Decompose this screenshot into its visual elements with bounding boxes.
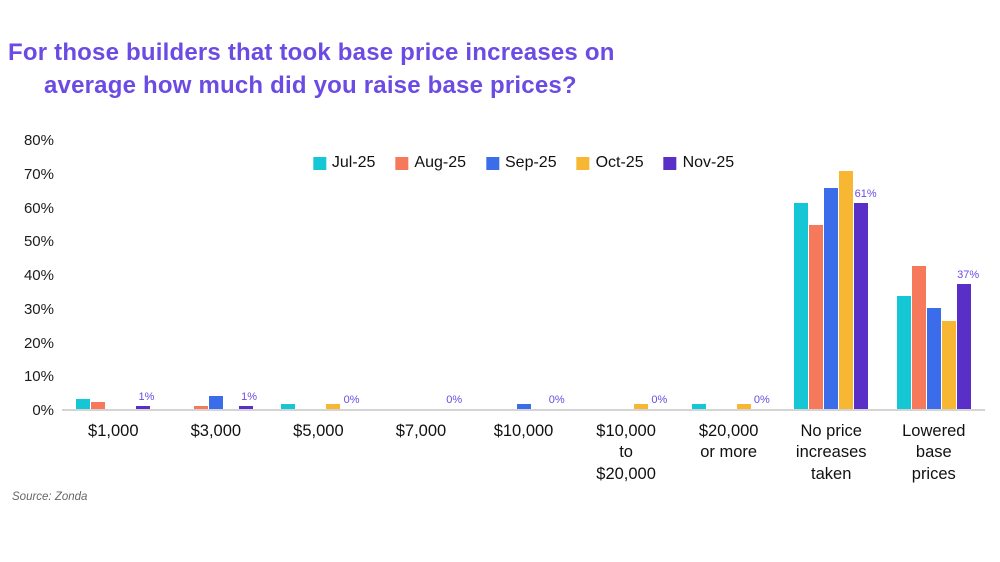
- y-tick-label: 50%: [23, 233, 54, 251]
- x-axis-label: $20,000 or more: [698, 422, 759, 462]
- legend-item-jul-25: Jul-25: [312, 154, 376, 172]
- bar-jul-25: [76, 398, 91, 409]
- chart-title-line2: average how much did you raise base pric…: [44, 72, 577, 100]
- bar-jul-25: [896, 295, 911, 409]
- y-tick-label: 10%: [23, 368, 54, 386]
- x-axis-label: No price increases taken: [795, 422, 867, 483]
- legend-item-aug-25: Aug-25: [395, 154, 466, 172]
- bar-oct-25: [736, 403, 751, 409]
- y-tick-label: 20%: [23, 334, 54, 352]
- legend-item-sep-25: Sep-25: [485, 154, 557, 172]
- bar-oct-25: [839, 171, 854, 409]
- bar-group: 61% No price increases taken: [780, 141, 883, 483]
- legend-swatch-icon: [663, 156, 677, 170]
- legend-label: Jul-25: [331, 154, 376, 171]
- bar-group: 37% Lowered base prices: [883, 141, 986, 483]
- x-axis-label: Lowered base prices: [902, 422, 966, 483]
- bar-group: 1% $3,000: [165, 141, 268, 440]
- y-tick-label: 60%: [23, 199, 54, 217]
- legend-label: Sep-25: [504, 154, 557, 171]
- bar-aug-25: [193, 405, 208, 409]
- chart-title-line1: For those builders that took base price …: [8, 39, 615, 66]
- bar-aug-25: [91, 402, 106, 409]
- legend-item-nov-25: Nov-25: [663, 154, 735, 172]
- bar-group: 0% $10,000 to $20,000: [575, 141, 678, 483]
- y-tick-label: 80%: [23, 132, 54, 149]
- value-label: 0%: [753, 394, 770, 406]
- bar-group: 0% $5,000: [267, 141, 370, 440]
- legend-label: Oct-25: [595, 154, 644, 171]
- bar-jul-25: [281, 403, 296, 409]
- x-axis-label: $10,000: [493, 422, 554, 440]
- chart-title: For those builders that took base price …: [8, 36, 768, 102]
- x-axis-label: $7,000: [395, 422, 447, 440]
- value-label: 37%: [957, 269, 980, 282]
- bar-oct-25: [634, 403, 649, 409]
- bar-nov-25: 1%: [238, 391, 257, 409]
- legend-item-oct-25: Oct-25: [576, 154, 644, 172]
- bar-group: 1% $1,000: [62, 141, 165, 440]
- legend-swatch-icon: [576, 156, 590, 170]
- bar-sep-25: [926, 307, 941, 409]
- bar-nov-25: 1%: [136, 391, 154, 409]
- bar-group: 0% $7,000: [370, 141, 473, 440]
- legend-swatch-icon: [395, 156, 409, 170]
- y-tick-label: 30%: [23, 300, 54, 318]
- x-axis-label: $3,000: [190, 422, 242, 440]
- bar-sep-25: [208, 395, 223, 409]
- bar-jul-25: [794, 203, 809, 409]
- value-label: 0%: [446, 394, 463, 406]
- bar-group: 0% $20,000 or more: [677, 141, 780, 461]
- value-label: 61%: [854, 188, 877, 201]
- bar-aug-25: [809, 225, 824, 409]
- bar-sep-25: [824, 187, 839, 409]
- bar-groups: 1% $1,000 1% $3,000 0% $5,000 0% $7,000 0% $10,00…: [62, 141, 986, 483]
- plot-area: Jul-25 Aug-25 Sep-25 Oct-25 Nov-25 1% $1,000 1…: [62, 141, 986, 483]
- bar-aug-25: [911, 265, 926, 409]
- bar-oct-25: [326, 403, 341, 409]
- x-axis-label: $1,000: [88, 422, 139, 440]
- legend-swatch-icon: [485, 156, 499, 170]
- source-note: Source: Zonda: [12, 491, 88, 503]
- value-label: 0%: [548, 394, 565, 406]
- legend: Jul-25 Aug-25 Sep-25 Oct-25 Nov-25: [312, 154, 735, 172]
- legend-label: Aug-25: [414, 154, 466, 171]
- bar-nov-25: 37%: [956, 269, 979, 409]
- x-axis-label: $10,000 to $20,000: [596, 422, 656, 483]
- bar-nov-25: 61%: [854, 188, 877, 409]
- x-axis-label: $5,000: [293, 422, 344, 440]
- y-tick-label: 70%: [23, 165, 54, 183]
- value-label: 1%: [138, 390, 155, 403]
- y-tick-label: 40%: [23, 267, 54, 284]
- bar-jul-25: [691, 403, 706, 409]
- bar-group: 0% $10,000: [472, 141, 575, 440]
- y-tick-label: 0%: [32, 402, 54, 419]
- bar-sep-25: [516, 403, 531, 409]
- y-axis: 80% 70% 60% 50% 40% 30% 20% 10% 0%: [0, 132, 54, 419]
- bar-oct-25: [941, 321, 956, 409]
- legend-label: Nov-25: [682, 154, 735, 171]
- legend-swatch-icon: [312, 156, 326, 170]
- value-label: 0%: [343, 394, 360, 406]
- value-label: 1%: [241, 390, 257, 403]
- value-label: 0%: [651, 394, 668, 406]
